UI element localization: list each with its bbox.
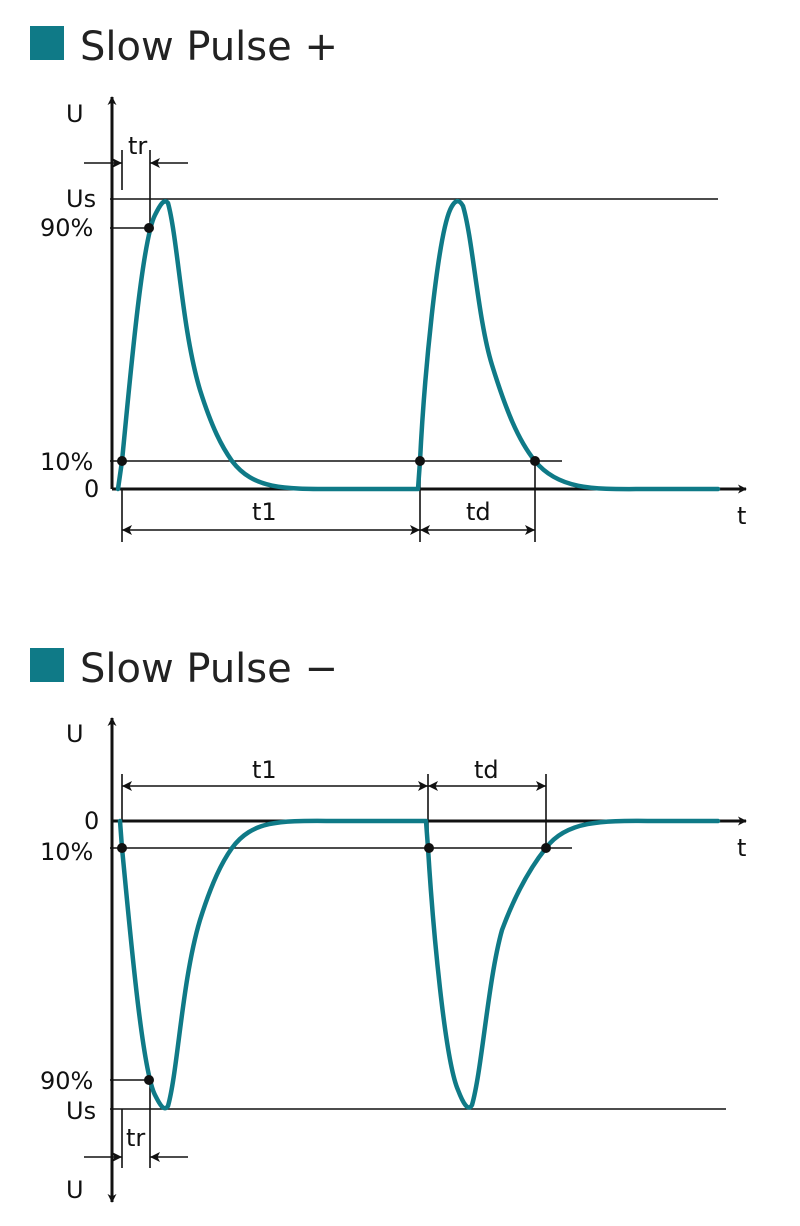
u-axis-label: U: [66, 100, 84, 128]
u-axis-label-top: U: [66, 720, 84, 748]
td-label: td: [466, 498, 491, 526]
us-label: Us: [66, 1097, 96, 1125]
title-square-icon: [30, 26, 64, 60]
u-axis-label-bottom: U: [66, 1176, 84, 1204]
point-td-10: [541, 843, 551, 853]
zero-label: 0: [84, 475, 99, 503]
td-label: td: [474, 756, 499, 784]
p10-label: 10%: [40, 838, 93, 866]
point-tr-90: [144, 1075, 154, 1085]
zero-label: 0: [84, 807, 99, 835]
p90-label: 90%: [40, 214, 93, 242]
tr-label: tr: [126, 1124, 145, 1152]
p90-label: 90%: [40, 1067, 93, 1095]
panel-slow-pulse-minus: Slow Pulse − U U t 0 10% 90% U: [30, 646, 747, 1204]
point-pulse2-10: [424, 843, 434, 853]
p10-label: 10%: [40, 448, 93, 476]
t-axis-label: t: [737, 834, 746, 862]
point-pulse1-10: [117, 456, 127, 466]
panel-title: Slow Pulse +: [80, 24, 338, 70]
t1-label: t1: [252, 498, 277, 526]
point-tr-90: [144, 223, 154, 233]
point-pulse1-10: [117, 843, 127, 853]
point-pulse2-10: [415, 456, 425, 466]
pulse-waveform: [115, 199, 721, 492]
title-square-icon: [30, 648, 64, 682]
pulse-waveform: [117, 818, 721, 1111]
panel-title: Slow Pulse −: [80, 646, 338, 692]
t1-label: t1: [252, 756, 277, 784]
us-label: Us: [66, 185, 96, 213]
panel-slow-pulse-plus: Slow Pulse + U t Us 90% 10% 0 tr: [30, 24, 747, 542]
t-axis-label: t: [737, 502, 746, 530]
tr-label: tr: [128, 132, 147, 160]
point-td-10: [530, 456, 540, 466]
